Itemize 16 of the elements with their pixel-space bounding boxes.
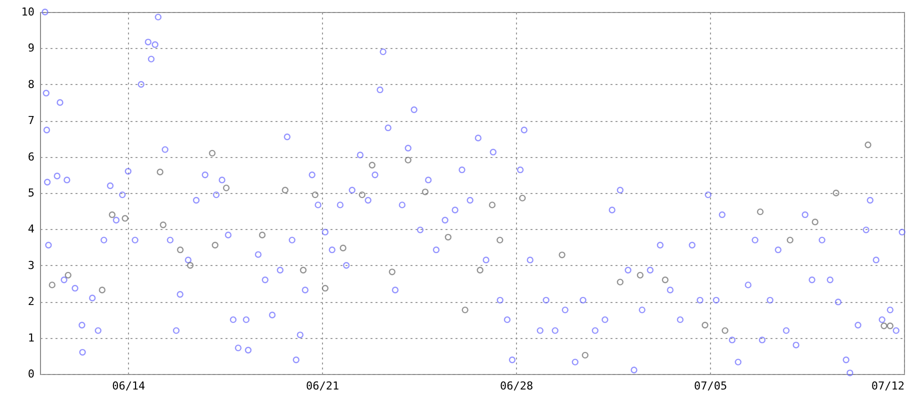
y-tick-label: 9: [28, 42, 34, 55]
y-tick-label: 2: [28, 295, 34, 308]
x-tick-label: 06/28: [500, 380, 534, 392]
x-tick-label: 07/05: [694, 380, 728, 392]
x-tick-label: 07/12: [871, 380, 904, 392]
y-tick-label: 1: [28, 331, 34, 344]
y-tick-label: 7: [28, 114, 34, 128]
y-tick-label: 6: [28, 150, 34, 164]
y-tick-label: 8: [28, 78, 34, 91]
y-tick-label: 4: [28, 222, 35, 236]
x-tick-label: 06/21: [306, 380, 340, 392]
x-tick-label: 06/14: [112, 380, 146, 392]
y-tick-label: 0: [28, 368, 34, 380]
y-tick-label: 3: [28, 258, 34, 272]
y-tick-label: 5: [28, 186, 34, 200]
y-tick-label: 10: [21, 6, 34, 18]
